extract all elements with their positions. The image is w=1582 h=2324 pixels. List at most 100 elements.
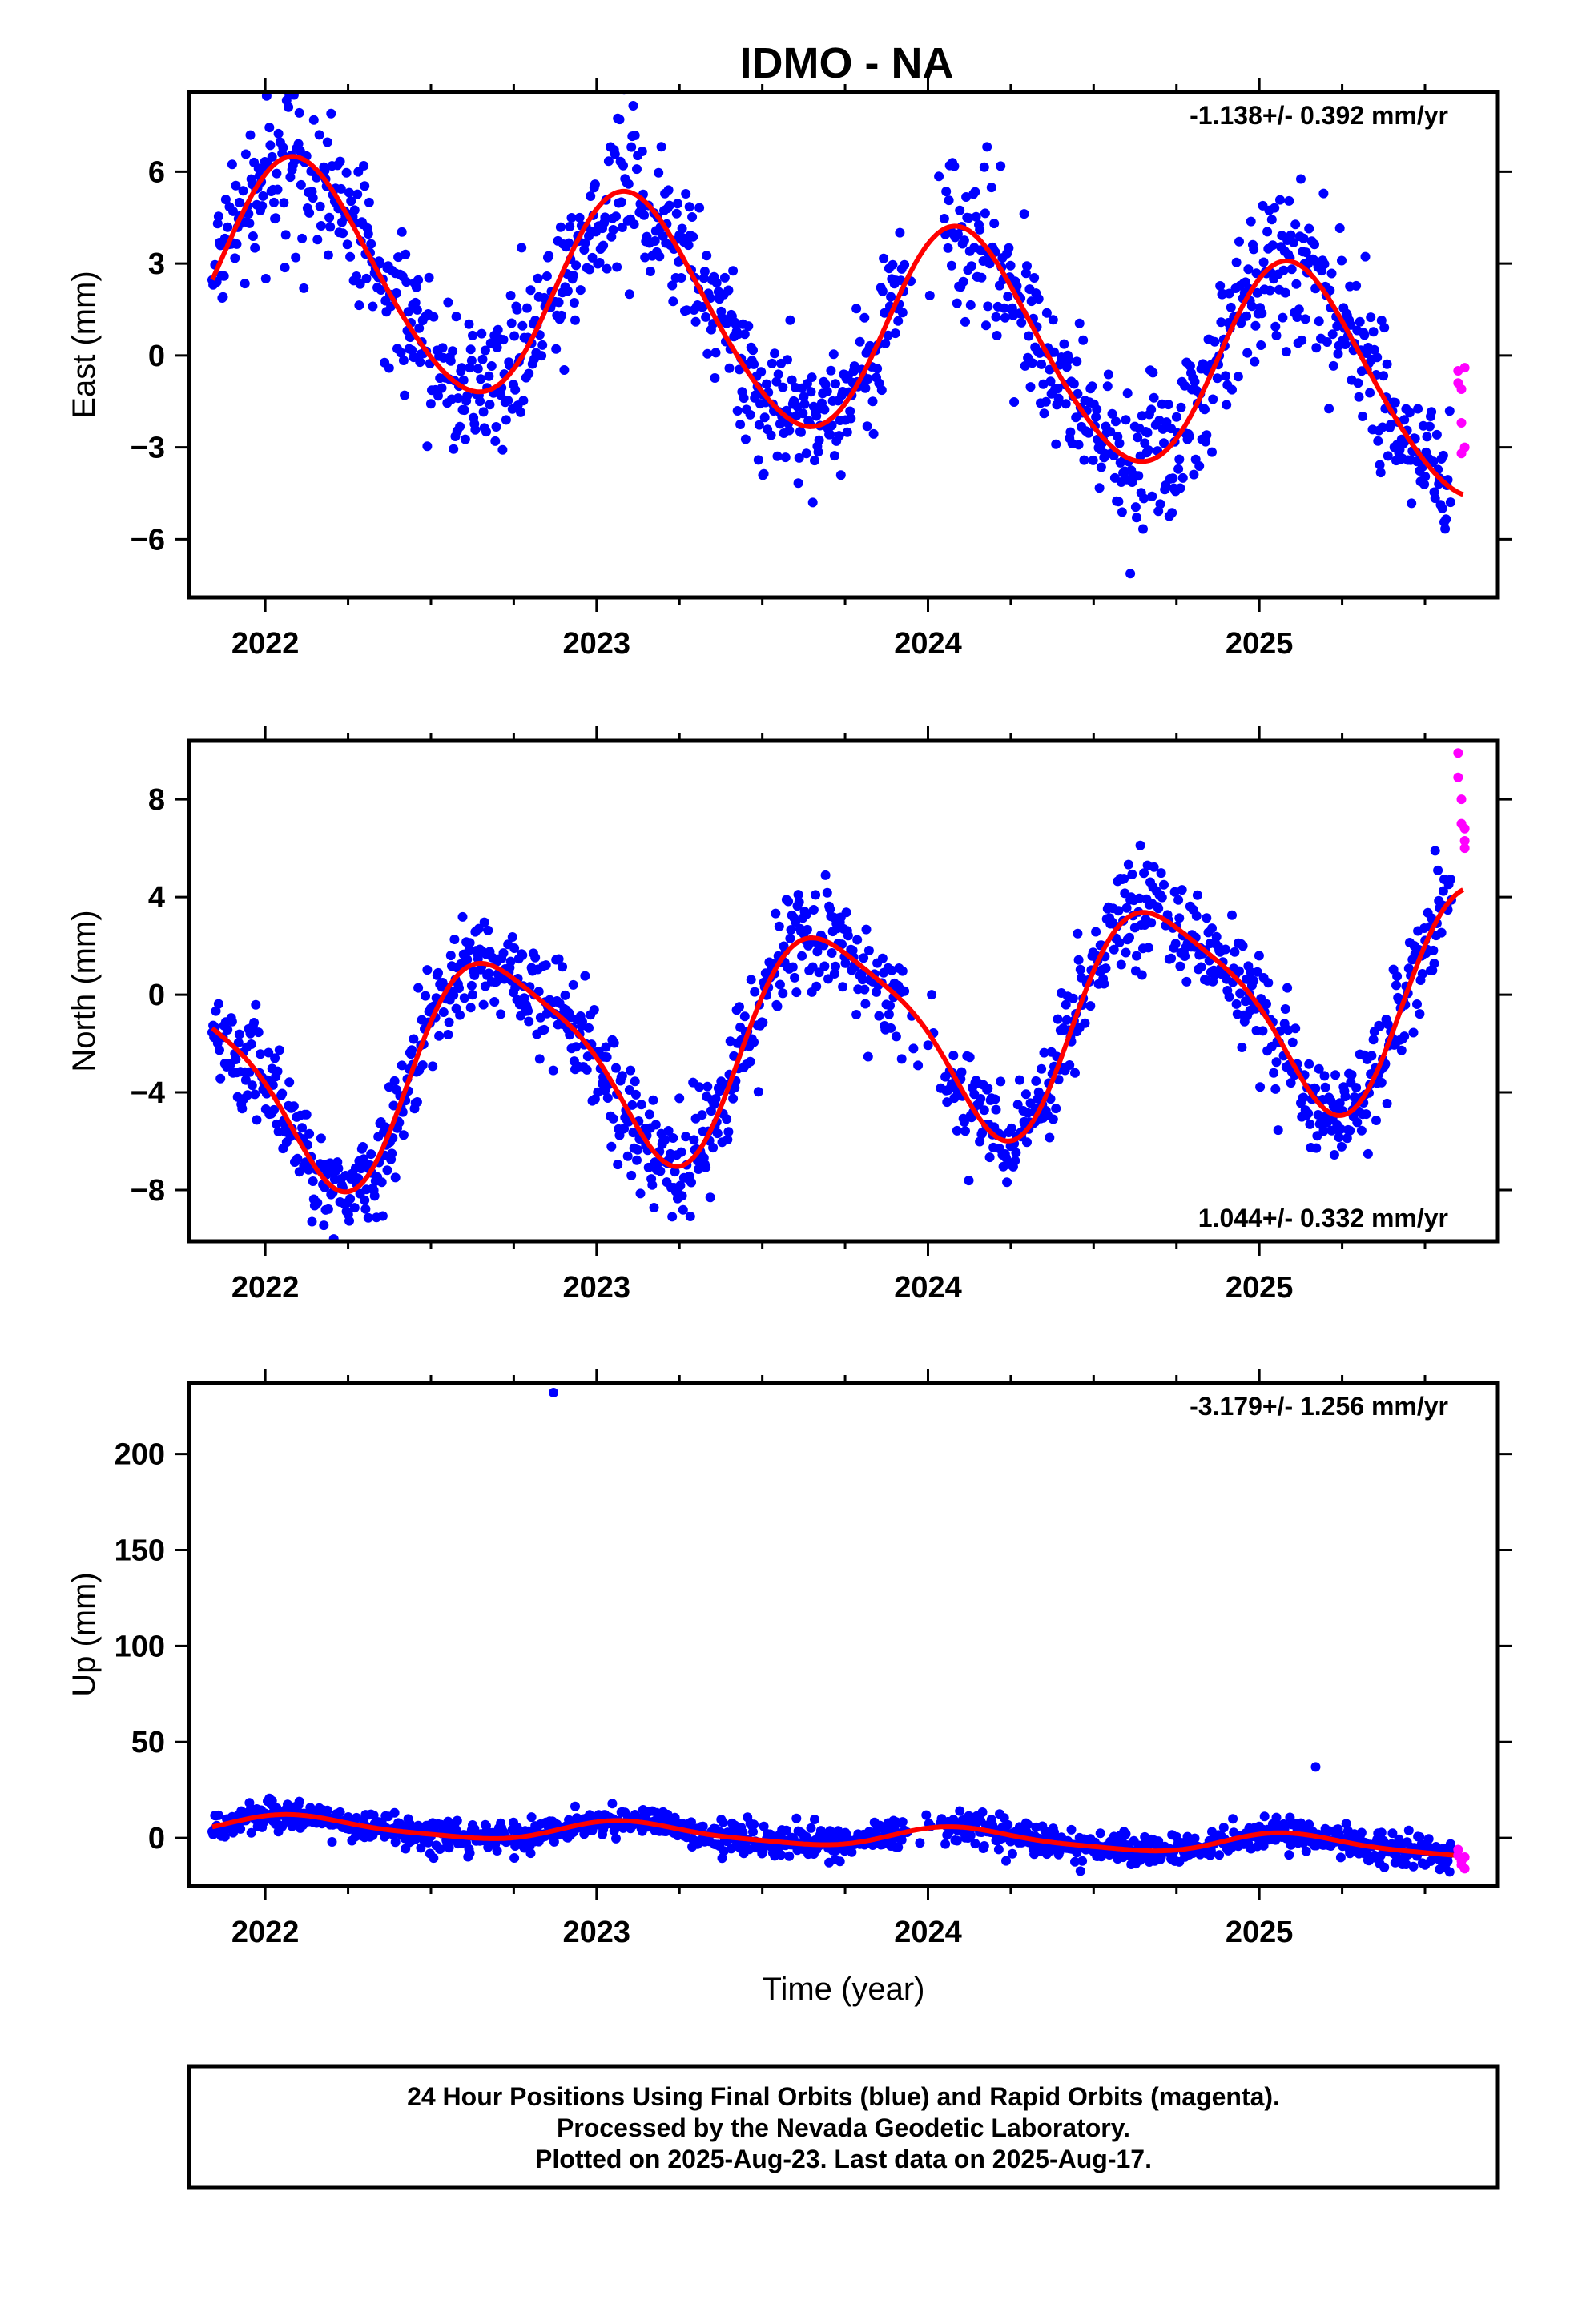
data-point — [480, 345, 490, 356]
data-point — [1070, 1068, 1080, 1078]
data-point — [843, 931, 853, 941]
model-fit-line — [211, 1811, 1463, 1859]
data-point — [1355, 316, 1365, 327]
data-point — [272, 1119, 282, 1129]
data-point — [762, 379, 771, 389]
data-point — [739, 393, 749, 404]
data-point — [781, 1825, 791, 1835]
data-point — [354, 300, 364, 311]
data-point — [449, 444, 459, 454]
y-tick-label: −3 — [131, 432, 165, 465]
data-point — [617, 223, 627, 232]
data-point — [1428, 456, 1439, 467]
data-point — [454, 983, 464, 993]
data-point — [1319, 1071, 1330, 1081]
x-tick-label: 2023 — [563, 1271, 631, 1305]
data-point — [571, 1042, 582, 1052]
data-point — [1367, 1051, 1377, 1061]
y-tick-label: 100 — [115, 1630, 165, 1663]
data-point — [264, 123, 275, 133]
data-point — [996, 161, 1006, 171]
data-point — [719, 1846, 729, 1856]
data-point — [801, 909, 811, 919]
data-point — [1080, 1018, 1090, 1028]
data-point — [1280, 1004, 1290, 1014]
data-point — [539, 1024, 549, 1035]
data-point — [410, 297, 421, 308]
data-point — [740, 434, 751, 444]
data-point — [986, 183, 996, 193]
data-point — [396, 348, 406, 358]
data-point — [459, 993, 469, 1003]
data-point — [1146, 404, 1157, 415]
data-point — [455, 421, 465, 432]
data-point — [1075, 1866, 1085, 1876]
data-point — [663, 1126, 674, 1136]
data-point — [1444, 1867, 1455, 1877]
data-point — [1180, 951, 1190, 961]
data-point — [1211, 931, 1222, 942]
data-point — [1065, 1060, 1075, 1070]
data-point — [506, 318, 517, 328]
rapid-point — [1456, 418, 1467, 428]
data-point — [246, 1039, 256, 1049]
data-point — [1298, 233, 1309, 243]
data-point — [1002, 1177, 1012, 1188]
data-point — [433, 967, 443, 978]
data-point — [834, 431, 844, 441]
data-point — [413, 983, 424, 993]
data-point — [717, 1853, 727, 1864]
data-point — [1376, 1827, 1387, 1838]
data-point — [610, 149, 620, 159]
data-point — [611, 1063, 621, 1073]
data-point — [213, 211, 223, 222]
data-point — [811, 890, 821, 900]
data-point — [827, 420, 837, 431]
data-point — [743, 321, 754, 332]
data-point — [841, 907, 851, 918]
data-point — [248, 231, 258, 241]
data-point — [1114, 938, 1125, 947]
data-point — [484, 371, 494, 381]
data-point — [771, 376, 782, 387]
data-point — [754, 420, 764, 430]
data-point — [616, 197, 626, 207]
data-point — [433, 391, 443, 401]
data-point — [1399, 1031, 1410, 1042]
data-point — [965, 1831, 976, 1840]
data-point — [234, 197, 244, 207]
data-point — [366, 239, 376, 249]
data-point — [277, 1088, 288, 1099]
data-point — [1270, 321, 1281, 332]
data-point — [791, 917, 801, 927]
data-point — [676, 273, 686, 283]
data-point — [452, 1815, 462, 1826]
data-point — [1360, 251, 1371, 262]
data-point — [982, 142, 992, 152]
data-point — [1231, 999, 1242, 1009]
data-point — [1242, 311, 1252, 321]
data-point — [794, 897, 804, 907]
data-point — [1415, 1009, 1425, 1019]
data-point — [518, 396, 529, 406]
data-point — [1423, 1834, 1434, 1844]
data-point — [1387, 1828, 1398, 1839]
data-point — [877, 953, 888, 963]
data-point — [1301, 1846, 1311, 1856]
data-point — [363, 229, 373, 239]
data-point — [594, 258, 605, 267]
x-axis: 2022 2023 2024 2025 — [231, 1369, 1427, 1949]
data-point — [1329, 1150, 1339, 1160]
data-point — [1379, 323, 1390, 333]
data-point — [364, 197, 374, 207]
data-point — [1132, 513, 1141, 523]
data-point — [1249, 975, 1259, 986]
data-point — [565, 1030, 575, 1040]
data-point — [1227, 384, 1237, 395]
data-point — [428, 1061, 438, 1072]
data-point — [375, 259, 385, 269]
data-point — [260, 274, 271, 283]
data-point — [349, 1203, 360, 1213]
data-point — [533, 273, 543, 283]
data-point — [525, 285, 536, 296]
